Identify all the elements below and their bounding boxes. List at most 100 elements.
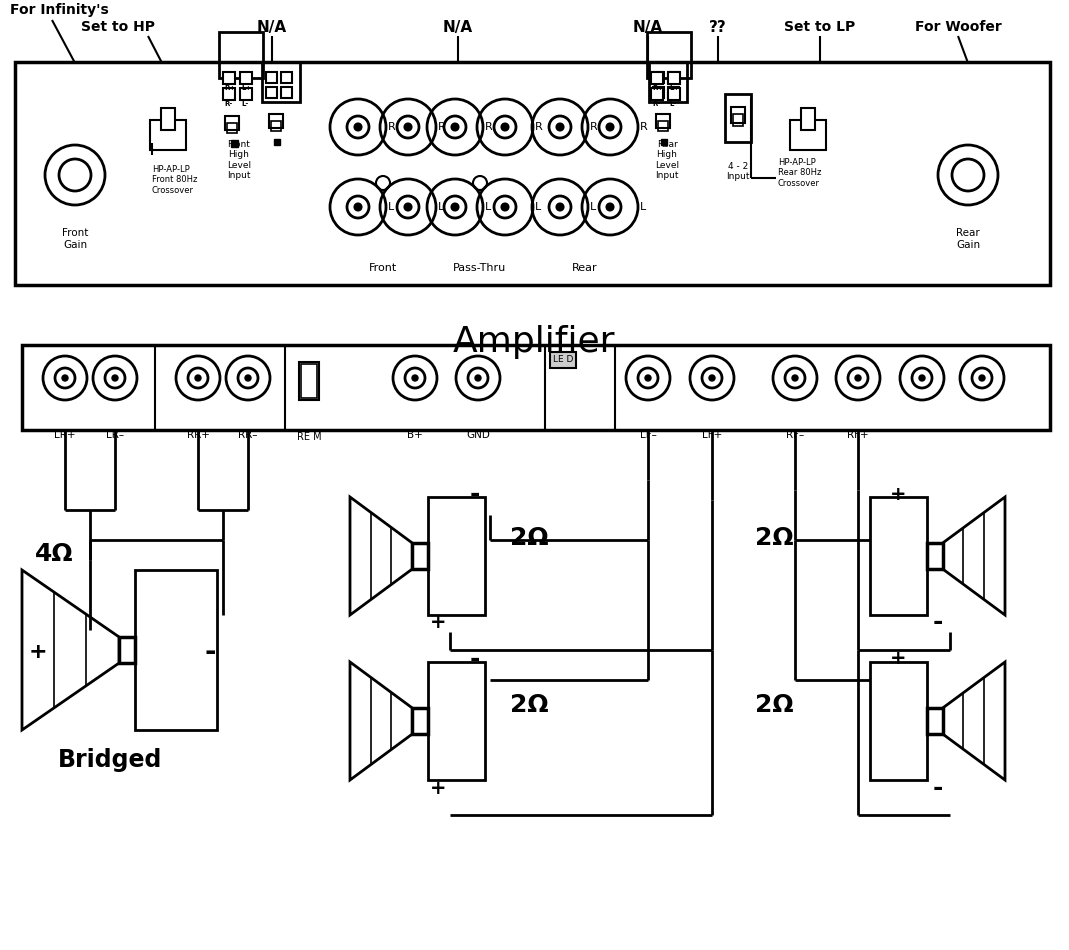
Text: ??: ?? bbox=[709, 20, 727, 35]
Text: N/A: N/A bbox=[443, 20, 474, 35]
Bar bbox=[668, 72, 680, 84]
Bar bbox=[274, 139, 280, 145]
Bar bbox=[870, 497, 927, 615]
Bar bbox=[135, 570, 217, 730]
Text: 2Ω: 2Ω bbox=[755, 526, 793, 550]
Text: L: L bbox=[388, 202, 394, 212]
Text: Bridged: Bridged bbox=[58, 748, 162, 772]
Bar bbox=[731, 107, 745, 123]
Circle shape bbox=[245, 375, 251, 381]
Bar bbox=[647, 32, 691, 78]
Text: Pass-Thru: Pass-Thru bbox=[453, 263, 507, 273]
Text: +: + bbox=[29, 642, 47, 662]
Bar bbox=[659, 121, 668, 131]
Text: R: R bbox=[438, 122, 446, 132]
Text: For Infinity's: For Infinity's bbox=[10, 3, 109, 17]
Bar bbox=[119, 637, 135, 663]
Bar bbox=[266, 72, 277, 83]
Bar bbox=[223, 88, 235, 100]
Bar bbox=[266, 87, 277, 98]
Circle shape bbox=[979, 375, 985, 381]
Circle shape bbox=[606, 124, 614, 130]
Circle shape bbox=[195, 375, 201, 381]
Circle shape bbox=[62, 375, 68, 381]
Text: -: - bbox=[469, 482, 480, 506]
Text: N/A: N/A bbox=[257, 20, 288, 35]
Bar bbox=[413, 708, 429, 734]
Text: HP-AP-LP
Front 80Hz
Crossover: HP-AP-LP Front 80Hz Crossover bbox=[152, 165, 198, 195]
Bar bbox=[15, 62, 1050, 285]
Text: Set to HP: Set to HP bbox=[81, 20, 155, 34]
Bar bbox=[299, 362, 319, 400]
Text: -: - bbox=[204, 638, 216, 666]
Text: RR–: RR– bbox=[238, 430, 258, 440]
Bar bbox=[227, 123, 237, 133]
Bar bbox=[651, 72, 663, 84]
Text: +: + bbox=[889, 650, 907, 669]
Text: RE M: RE M bbox=[297, 432, 322, 442]
Bar bbox=[429, 662, 485, 780]
Text: R+: R+ bbox=[652, 85, 663, 91]
Text: R: R bbox=[590, 122, 598, 132]
Text: R: R bbox=[388, 122, 396, 132]
Bar bbox=[269, 114, 283, 128]
Text: R+: R+ bbox=[224, 85, 235, 91]
Bar bbox=[281, 87, 292, 98]
Text: R-: R- bbox=[652, 101, 661, 107]
Bar bbox=[272, 121, 281, 131]
Circle shape bbox=[501, 203, 509, 211]
Text: +: + bbox=[889, 484, 907, 504]
Bar bbox=[224, 116, 239, 130]
Bar bbox=[790, 120, 826, 150]
Circle shape bbox=[557, 124, 563, 130]
Bar bbox=[668, 72, 679, 83]
Bar bbox=[161, 108, 175, 130]
Bar bbox=[549, 352, 576, 368]
Text: R: R bbox=[534, 122, 543, 132]
Text: Set to LP: Set to LP bbox=[785, 20, 855, 34]
Text: Front
High
Level
Input: Front High Level Input bbox=[227, 140, 251, 180]
Text: +: + bbox=[430, 778, 446, 797]
Text: -: - bbox=[933, 610, 943, 634]
Text: L: L bbox=[640, 202, 647, 212]
Circle shape bbox=[709, 375, 715, 381]
Bar bbox=[653, 72, 664, 83]
Bar bbox=[231, 140, 238, 147]
Text: L: L bbox=[534, 202, 541, 212]
Bar bbox=[219, 32, 263, 78]
Text: LF–: LF– bbox=[639, 430, 656, 440]
Circle shape bbox=[855, 375, 861, 381]
Circle shape bbox=[792, 375, 797, 381]
Text: B+: B+ bbox=[407, 430, 423, 440]
Text: -: - bbox=[933, 776, 943, 800]
Circle shape bbox=[606, 203, 614, 211]
Bar bbox=[801, 108, 815, 130]
Text: GND: GND bbox=[466, 430, 490, 440]
Bar bbox=[651, 88, 663, 100]
Circle shape bbox=[451, 203, 459, 211]
Bar bbox=[725, 94, 752, 142]
Text: Rear
High
Level
Input: Rear High Level Input bbox=[655, 140, 679, 180]
Text: L-: L- bbox=[669, 101, 677, 107]
Text: N/A: N/A bbox=[633, 20, 663, 35]
Text: L: L bbox=[485, 202, 492, 212]
Circle shape bbox=[355, 203, 361, 211]
Text: Front: Front bbox=[369, 263, 397, 273]
Bar bbox=[223, 72, 235, 84]
Circle shape bbox=[412, 375, 418, 381]
Circle shape bbox=[475, 375, 481, 381]
Bar bbox=[281, 72, 292, 83]
Circle shape bbox=[919, 375, 925, 381]
Circle shape bbox=[557, 203, 563, 211]
Bar bbox=[22, 345, 1050, 430]
Bar bbox=[653, 87, 664, 98]
Text: Rear: Rear bbox=[572, 263, 598, 273]
Bar bbox=[649, 62, 687, 102]
Circle shape bbox=[404, 203, 412, 211]
Circle shape bbox=[645, 375, 651, 381]
Bar bbox=[668, 88, 680, 100]
Text: LE D: LE D bbox=[553, 355, 573, 364]
Text: LR–: LR– bbox=[106, 430, 124, 440]
Text: L: L bbox=[438, 202, 445, 212]
Text: L-: L- bbox=[241, 101, 248, 107]
